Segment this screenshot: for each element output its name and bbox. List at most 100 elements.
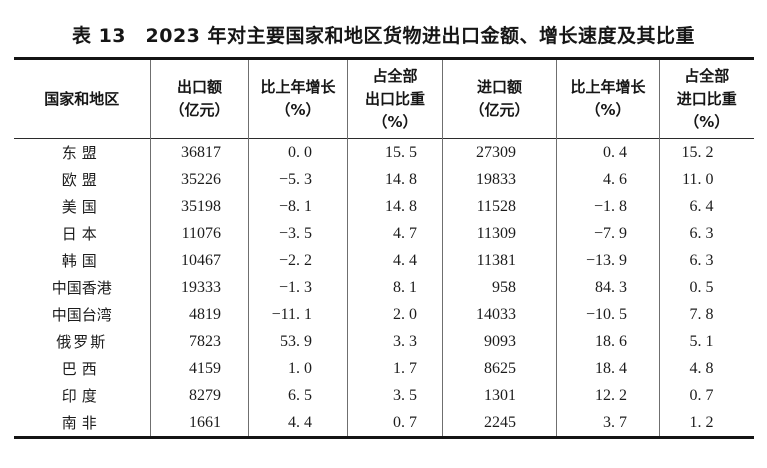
column-header-import-share: 占全部 进口比重 （%） — [660, 59, 754, 139]
region-cell: 南非 — [13, 409, 151, 438]
value-cell: 3. 5 — [347, 382, 443, 409]
value-cell: 14. 8 — [347, 193, 443, 220]
value-cell: 19333 — [150, 274, 249, 301]
value-cell: 9093 — [442, 328, 557, 355]
region-cell: 日本 — [13, 220, 151, 247]
region-cell: 欧盟 — [13, 166, 151, 193]
value-cell: −11. 1 — [248, 301, 348, 328]
value-cell: 10467 — [150, 247, 249, 274]
value-cell: 958 — [442, 274, 557, 301]
trade-table: 国家和地区 出口额 （亿元） 比上年增长 （%） 占全部 出口比重 （%） 进口额 （亿元） 比上年… — [13, 57, 754, 439]
value-cell: 0. 7 — [347, 409, 443, 438]
value-cell: 2245 — [442, 409, 557, 438]
region-name: 韩国 — [61, 252, 102, 270]
column-header-region: 国家和地区 — [13, 58, 151, 139]
value-cell: 6. 3 — [689, 224, 714, 242]
value-cell: 4819 — [150, 301, 249, 328]
value-cell: −13. 9 — [556, 247, 660, 274]
region-cell: 俄罗斯 — [13, 328, 151, 355]
table-body: 东盟 36817 0. 0 15. 5 27309 0. 4 15. 2 欧盟 35226 −5.… — [13, 138, 754, 438]
column-header-line: 国家和地区 — [44, 89, 120, 108]
value-cell: 4. 8 — [689, 359, 714, 377]
value-cell: 11. 0 — [682, 170, 714, 188]
region-name: 日本 — [61, 225, 102, 243]
value-cell: 7. 8 — [689, 305, 714, 323]
column-header-line: （%） — [684, 112, 730, 131]
column-header-line: 进口比重 — [676, 89, 737, 108]
value-cell: −8. 1 — [248, 193, 348, 220]
value-cell: 1. 7 — [347, 355, 443, 382]
value-cell: 15. 2 — [681, 143, 714, 161]
table-row: 日本 11076 −3. 5 4. 7 11309 −7. 9 6. 3 — [13, 220, 754, 247]
value-cell: −1. 8 — [556, 193, 660, 220]
value-cell: 0. 5 — [689, 278, 714, 296]
value-cell: 0. 4 — [556, 138, 660, 166]
table-row: 欧盟 35226 −5. 3 14. 8 19833 4. 6 11. 0 — [13, 166, 754, 193]
value-cell: −5. 3 — [248, 166, 348, 193]
region-cell: 中国台湾 — [13, 301, 151, 328]
region-name: 美国 — [61, 198, 102, 216]
column-header-line: （亿元） — [169, 101, 230, 119]
column-header-line: 比上年增长 — [570, 78, 646, 96]
column-header-import-value: 进口额 （亿元） — [442, 58, 557, 139]
value-cell: 4159 — [150, 355, 249, 382]
value-cell: 11381 — [442, 247, 557, 274]
value-cell: 4. 6 — [556, 166, 660, 193]
column-header-line: （%） — [275, 101, 321, 119]
table-row: 美国 35198 −8. 1 14. 8 11528 −1. 8 6. 4 — [13, 193, 754, 220]
value-cell: 0. 0 — [248, 138, 348, 166]
value-cell: 4. 4 — [347, 247, 443, 274]
value-cell: 53. 9 — [248, 328, 348, 355]
table-row: 中国台湾 4819 −11. 1 2. 0 14033 −10. 5 7. 8 — [13, 301, 754, 328]
value-cell: 1301 — [442, 382, 557, 409]
value-cell: 18. 4 — [556, 355, 660, 382]
value-cell: −3. 5 — [248, 220, 348, 247]
column-header-export-value: 出口额 （亿元） — [150, 58, 249, 139]
value-cell: −2. 2 — [248, 247, 348, 274]
value-cell: 14. 8 — [347, 166, 443, 193]
region-name: 印度 — [61, 387, 102, 405]
value-cell: 2. 0 — [347, 301, 443, 328]
region-name: 巴西 — [61, 360, 102, 378]
region-cell: 印度 — [13, 382, 151, 409]
region-cell: 巴西 — [13, 355, 151, 382]
value-cell: 6. 3 — [689, 251, 714, 269]
value-cell: 1. 2 — [689, 413, 714, 431]
region-name: 南非 — [61, 414, 102, 432]
value-cell: 6. 4 — [689, 197, 714, 215]
value-cell: 35198 — [150, 193, 249, 220]
value-cell: 35226 — [150, 166, 249, 193]
value-cell: 8279 — [150, 382, 249, 409]
value-cell: 19833 — [442, 166, 557, 193]
region-name: 中国香港 — [51, 279, 112, 297]
column-header-line: 比上年增长 — [260, 78, 336, 96]
table-row: 俄罗斯 7823 53. 9 3. 3 9093 18. 6 5. 1 — [13, 328, 754, 355]
value-cell: 3. 3 — [347, 328, 443, 355]
value-cell: 18. 6 — [556, 328, 660, 355]
value-cell: 11309 — [442, 220, 557, 247]
value-cell: 7823 — [150, 328, 249, 355]
value-cell: 8. 1 — [347, 274, 443, 301]
column-header-line: （%） — [585, 101, 631, 119]
region-cell: 美国 — [13, 193, 151, 220]
value-cell: −10. 5 — [556, 301, 660, 328]
table-row: 南非 1661 4. 4 0. 7 2245 3. 7 1. 2 — [13, 409, 754, 438]
value-cell: 0. 7 — [689, 386, 714, 404]
column-header-line: 出口额 — [176, 78, 222, 96]
table-row: 中国香港 19333 −1. 3 8. 1 958 84. 3 0. 5 — [13, 274, 754, 301]
column-header-export-share: 占全部 出口比重 （%） — [347, 58, 443, 139]
region-cell: 韩国 — [13, 247, 151, 274]
header-row: 国家和地区 出口额 （亿元） 比上年增长 （%） 占全部 出口比重 （%） 进口额 （亿元） 比上年… — [13, 58, 754, 139]
value-cell: 84. 3 — [556, 274, 660, 301]
statistical-document: 表 13 2023 年对主要国家和地区货物进出口金额、增长速度及其比重 国家和地… — [13, 0, 754, 439]
value-cell: 5. 1 — [689, 332, 714, 350]
value-cell: 1661 — [150, 409, 249, 438]
table-row: 印度 8279 6. 5 3. 5 1301 12. 2 0. 7 — [13, 382, 754, 409]
value-cell: −1. 3 — [248, 274, 348, 301]
column-header-line: 出口比重 — [364, 89, 425, 108]
value-cell: 3. 7 — [556, 409, 660, 438]
value-cell: 6. 5 — [248, 382, 348, 409]
value-cell: 4. 4 — [248, 409, 348, 438]
value-cell: 11528 — [442, 193, 557, 220]
